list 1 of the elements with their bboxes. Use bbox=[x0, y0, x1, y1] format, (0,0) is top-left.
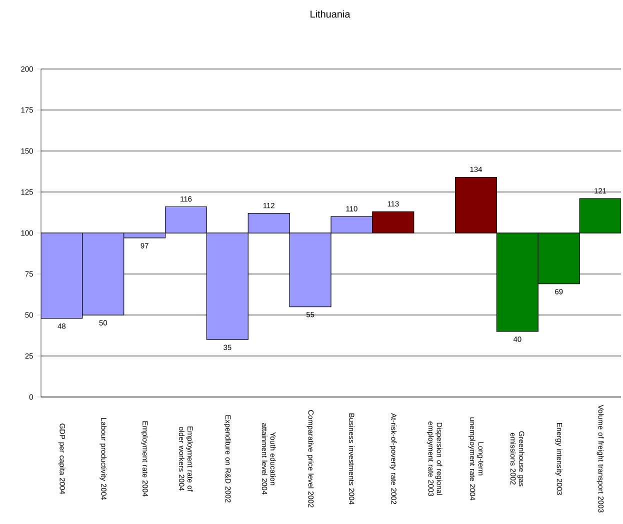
chart-title: Lithuania bbox=[310, 10, 350, 18]
